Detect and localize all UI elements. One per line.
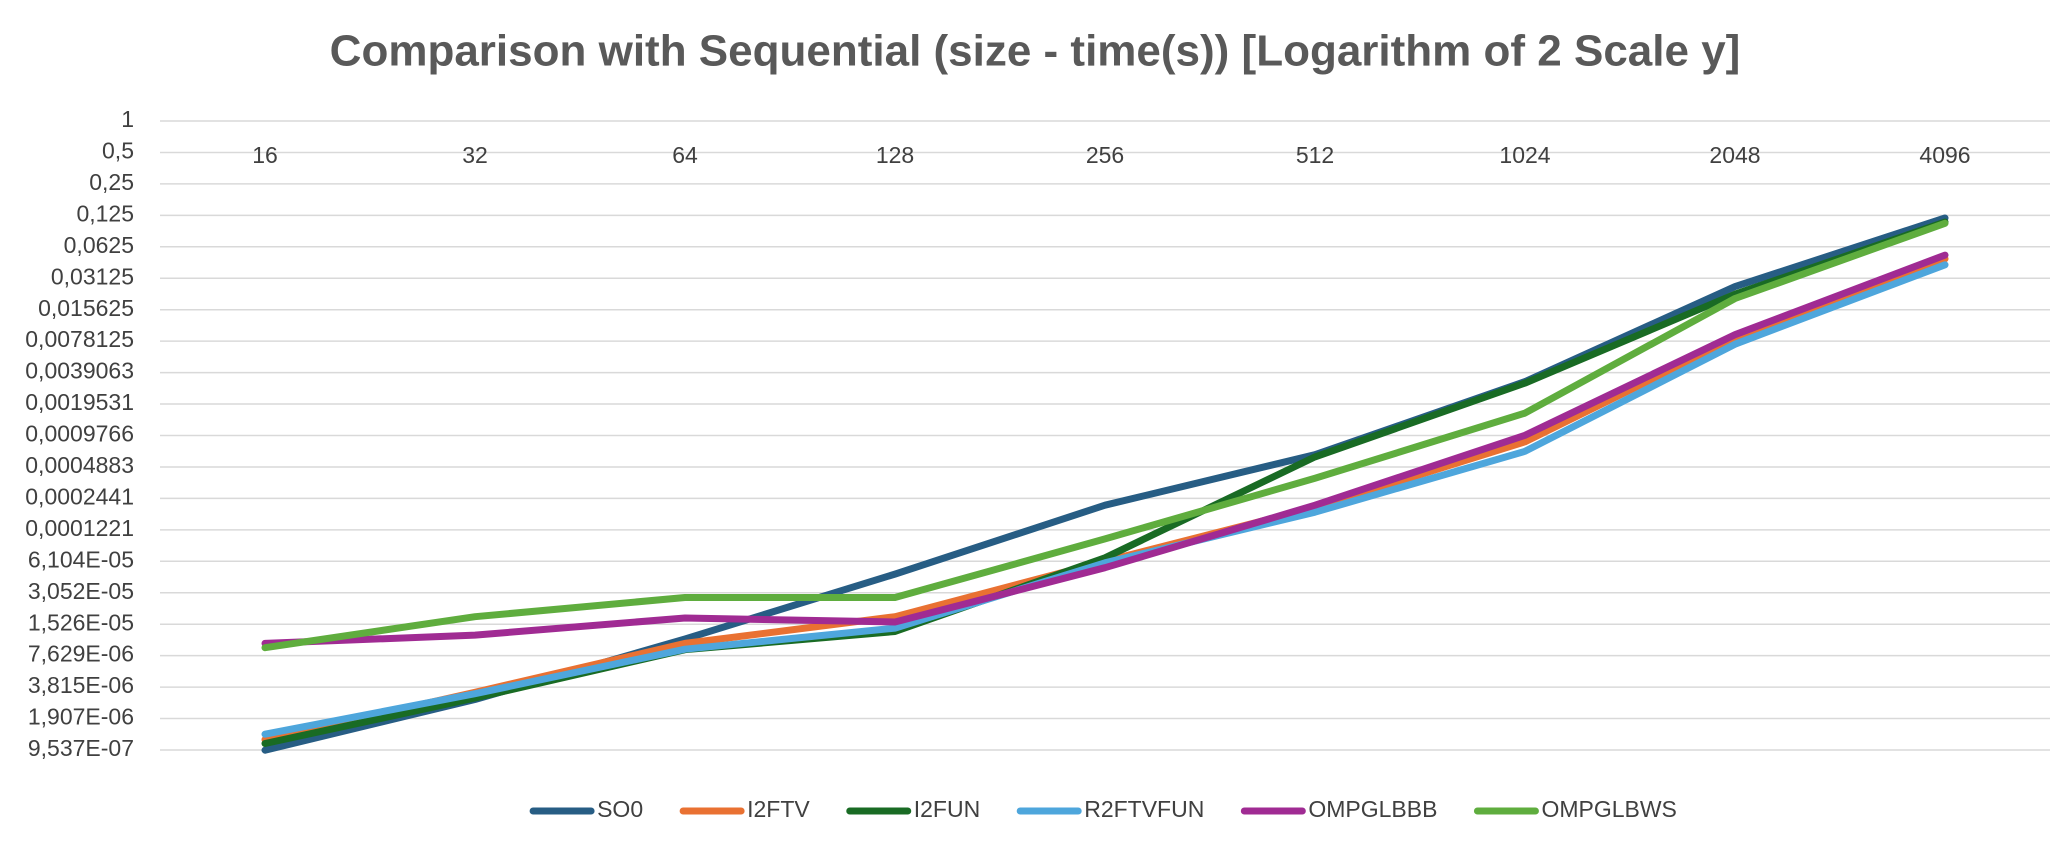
legend-label: OMPGLBBB	[1308, 796, 1437, 822]
legend-label: I2FTV	[747, 796, 810, 822]
y-tick-label: 3,815E-06	[28, 672, 134, 698]
x-tick-label: 256	[1086, 142, 1124, 168]
y-tick-label: 0,0625	[64, 232, 134, 258]
y-tick-label: 1,526E-05	[28, 609, 134, 635]
x-tick-label: 16	[252, 142, 278, 168]
x-tick-label: 128	[876, 142, 914, 168]
series-line	[261, 218, 1949, 747]
x-tick-label: 64	[672, 142, 698, 168]
series-line	[261, 255, 1949, 744]
legend-label: I2FUN	[914, 796, 980, 822]
x-tick-label: 1024	[1499, 142, 1550, 168]
y-tick-label: 3,052E-05	[28, 578, 134, 604]
y-tick-label: 0,0039063	[25, 358, 134, 384]
chart-title: Comparison with Sequential (size - time(…	[330, 27, 1741, 76]
x-tick-label: 4096	[1919, 142, 1970, 168]
y-tick-label: 1,907E-06	[28, 704, 134, 730]
x-tick-label: 2048	[1709, 142, 1760, 168]
legend-label: SO0	[597, 796, 643, 822]
y-tick-label: 0,0009766	[25, 421, 134, 447]
series-line	[261, 219, 1949, 652]
series-line	[261, 251, 1949, 647]
y-tick-label: 0,0001221	[25, 515, 134, 541]
y-tick-label: 7,629E-06	[28, 641, 134, 667]
y-tick-label: 0,0019531	[25, 389, 134, 415]
y-tick-label: 0,0078125	[25, 326, 134, 352]
y-tick-label: 6,104E-05	[28, 546, 134, 572]
legend: SO0 I2FTV I2FUN R2FTVFUN OMPGLBBB OMPGLBWS	[529, 796, 1677, 822]
y-tick-label: 0,03125	[51, 263, 134, 289]
series-line	[261, 214, 1949, 754]
x-tick-label: 512	[1296, 142, 1334, 168]
y-tick-label: 0,125	[76, 200, 134, 226]
y-tick-label: 0,5	[102, 138, 134, 164]
y-tick-label: 0,0004883	[25, 452, 134, 478]
y-tick-label: 0,25	[89, 169, 134, 195]
y-tick-label: 1	[121, 106, 134, 132]
series-line	[261, 261, 1949, 738]
y-tick-label: 0,015625	[38, 295, 134, 321]
legend-label: R2FTVFUN	[1084, 796, 1204, 822]
legend-label: OMPGLBWS	[1541, 796, 1676, 822]
x-tick-label: 32	[462, 142, 488, 168]
y-tick-label: 9,537E-07	[28, 735, 134, 761]
y-tick-label: 0,0002441	[25, 483, 134, 509]
